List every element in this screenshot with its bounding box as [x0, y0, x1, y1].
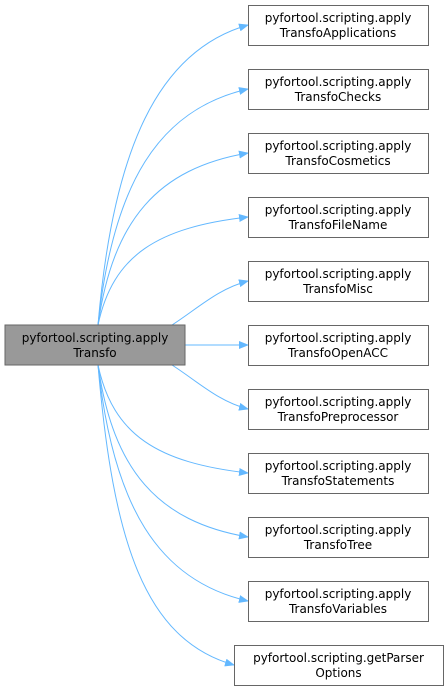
- call-edge: [97, 87, 249, 326]
- call-edge: [97, 214, 249, 326]
- target-node-label-line2: TransfoVariables: [288, 602, 387, 616]
- call-edge: [97, 23, 249, 326]
- call-edge: [97, 364, 235, 667]
- target-node-label-line1: pyfortool.scripting.apply: [265, 11, 412, 25]
- target-node[interactable]: pyfortool.scripting.applyTransfoCosmetic…: [248, 133, 429, 174]
- edges-layer: [97, 23, 249, 667]
- target-node-label-line2: TransfoCosmetics: [284, 154, 390, 168]
- target-node-label-line2: TransfoMisc: [302, 282, 373, 296]
- target-node-label-line1: pyfortool.scripting.apply: [265, 139, 412, 153]
- target-node-label-line2: TransfoChecks: [294, 90, 381, 104]
- call-edge: [97, 364, 249, 603]
- target-node-label-line1: pyfortool.scripting.apply: [265, 267, 412, 281]
- call-edge: [97, 150, 249, 326]
- target-node-label-line2: TransfoStatements: [281, 474, 395, 488]
- target-node-box: [248, 517, 429, 558]
- target-node-label-line1: pyfortool.scripting.apply: [265, 523, 412, 537]
- target-node-box: [248, 389, 429, 430]
- target-node-box: [248, 5, 429, 46]
- target-node-label-line1: pyfortool.scripting.apply: [265, 587, 412, 601]
- call-edge: [97, 364, 249, 540]
- target-node[interactable]: pyfortool.scripting.applyTransfoStatemen…: [248, 453, 429, 494]
- target-node-label-line1: pyfortool.scripting.getParser: [253, 651, 424, 665]
- target-node-box: [248, 261, 429, 302]
- target-node-box: [234, 645, 444, 686]
- target-node-label-line2: TransfoOpenACC: [287, 346, 388, 360]
- target-node-box: [248, 325, 429, 366]
- target-node-label-line1: pyfortool.scripting.apply: [265, 75, 412, 89]
- target-node-box: [248, 581, 429, 622]
- nodes-layer: pyfortool.scripting.apply Transfo pyfort…: [4, 5, 444, 686]
- target-node-label-line1: pyfortool.scripting.apply: [265, 395, 412, 409]
- target-node-label-line1: pyfortool.scripting.apply: [265, 203, 412, 217]
- target-node[interactable]: pyfortool.scripting.applyTransfoPreproce…: [248, 389, 429, 430]
- target-node-label-line1: pyfortool.scripting.apply: [265, 459, 412, 473]
- target-node-label-line2: TransfoFileName: [288, 218, 388, 232]
- target-node-label-line2: Options: [315, 666, 361, 680]
- target-node-label-line1: pyfortool.scripting.apply: [265, 331, 412, 345]
- target-node-box: [248, 453, 429, 494]
- target-node-label-line2: TransfoApplications: [279, 26, 397, 40]
- root-node[interactable]: pyfortool.scripting.apply Transfo: [4, 324, 186, 366]
- target-node-label-line2: TransfoPreprocessor: [277, 410, 399, 424]
- root-node-label-line2: Transfo: [72, 346, 116, 360]
- call-edge: [171, 364, 249, 411]
- target-node-box: [248, 133, 429, 174]
- call-edge: [97, 364, 249, 476]
- target-node-box: [248, 197, 429, 238]
- root-node-label-line1: pyfortool.scripting.apply: [22, 331, 169, 345]
- call-edge: [171, 279, 249, 326]
- target-node[interactable]: pyfortool.scripting.applyTransfoApplicat…: [248, 5, 429, 46]
- target-node-box: [248, 69, 429, 110]
- target-node-label-line2: TransfoTree: [303, 538, 372, 552]
- target-node[interactable]: pyfortool.scripting.applyTransfoVariable…: [248, 581, 429, 622]
